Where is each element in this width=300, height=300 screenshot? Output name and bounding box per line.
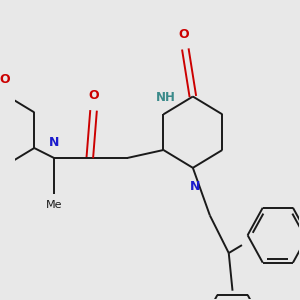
Text: N: N bbox=[49, 136, 59, 149]
Text: NH: NH bbox=[155, 92, 175, 104]
Text: O: O bbox=[178, 28, 189, 41]
Text: N: N bbox=[190, 180, 200, 193]
Text: O: O bbox=[88, 89, 99, 102]
Text: O: O bbox=[0, 73, 10, 85]
Text: Me: Me bbox=[46, 200, 62, 209]
